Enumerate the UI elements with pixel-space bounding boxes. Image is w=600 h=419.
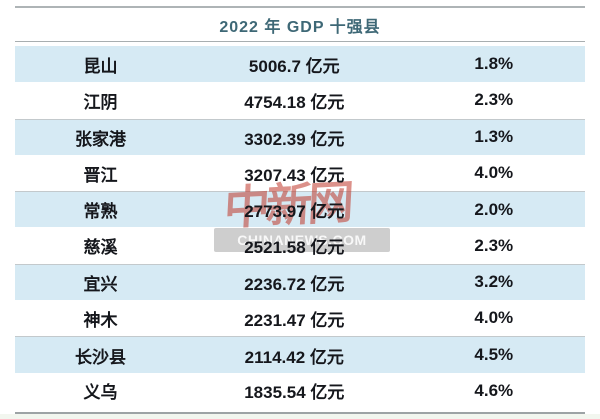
table-row: 昆山 5006.7 亿元 1.8% — [15, 46, 585, 83]
gdp-value: 1835.54 亿元 — [244, 383, 345, 403]
growth-rate: 1.8% — [474, 54, 514, 74]
county-name: 长沙县 — [75, 347, 126, 367]
table-row: 宜兴 2236.72 亿元 3.2% — [15, 263, 585, 301]
table-row: 晋江 3207.43 亿元 4.0% — [15, 155, 585, 191]
table-row: 张家港 3302.39 亿元 1.3% — [15, 118, 585, 155]
table-body: 昆山 5006.7 亿元 1.8% 江阴 4754.18 亿元 2.3% 张家港… — [15, 42, 585, 409]
county-name: 晋江 — [83, 165, 118, 185]
table-title-bar: 2022 年 GDP 十强县 — [15, 6, 585, 42]
county-name: 神木 — [83, 310, 118, 330]
gdp-value: 4754.18 亿元 — [244, 92, 345, 112]
growth-rate: 4.0% — [474, 308, 514, 328]
growth-rate: 4.0% — [474, 163, 514, 183]
gdp-value: 3207.43 亿元 — [244, 165, 345, 185]
gdp-value: 2773.97 亿元 — [244, 202, 345, 222]
gdp-value: 3302.39 亿元 — [244, 129, 345, 149]
chinanews-site-watermark: CHINANEWS.COM — [214, 228, 390, 252]
growth-rate: 4.5% — [474, 345, 514, 365]
footer-strip — [0, 413, 600, 419]
gdp-value: 2236.72 亿元 — [244, 274, 345, 294]
table-row: 长沙县 2114.42 亿元 4.5% — [15, 336, 585, 373]
table-row: 慈溪 2521.58 亿元 2.3% — [15, 227, 585, 263]
gdp-value: 2114.42 亿元 — [244, 347, 344, 367]
growth-rate: 2.3% — [474, 90, 514, 110]
table-row: 江阴 4754.18 亿元 2.3% — [15, 82, 585, 118]
table-row: 义乌 1835.54 亿元 4.6% — [15, 373, 585, 409]
gdp-value: 2521.58 亿元 — [244, 238, 345, 258]
table-bottom-rule — [15, 411, 585, 414]
county-name: 宜兴 — [83, 274, 118, 294]
county-name: 张家港 — [75, 129, 126, 149]
growth-rate: 2.3% — [474, 235, 514, 255]
gdp-value: 5006.7 亿元 — [248, 56, 340, 76]
growth-rate: 2.0% — [474, 199, 514, 219]
table-row: 神木 2231.47 亿元 4.0% — [15, 300, 585, 336]
growth-rate: 3.2% — [474, 272, 514, 292]
county-name: 江阴 — [83, 92, 118, 112]
county-name: 慈溪 — [83, 238, 118, 258]
county-name: 义乌 — [83, 383, 118, 403]
table-title: 2022 年 GDP 十强县 — [219, 18, 381, 36]
gdp-value: 2231.47 亿元 — [244, 310, 345, 330]
table-row: 常熟 2773.97 亿元 2.0% — [15, 191, 585, 228]
growth-rate: 4.6% — [474, 380, 514, 400]
county-name: 常熟 — [83, 202, 118, 222]
growth-rate: 1.3% — [474, 127, 514, 147]
county-name: 昆山 — [83, 56, 118, 76]
